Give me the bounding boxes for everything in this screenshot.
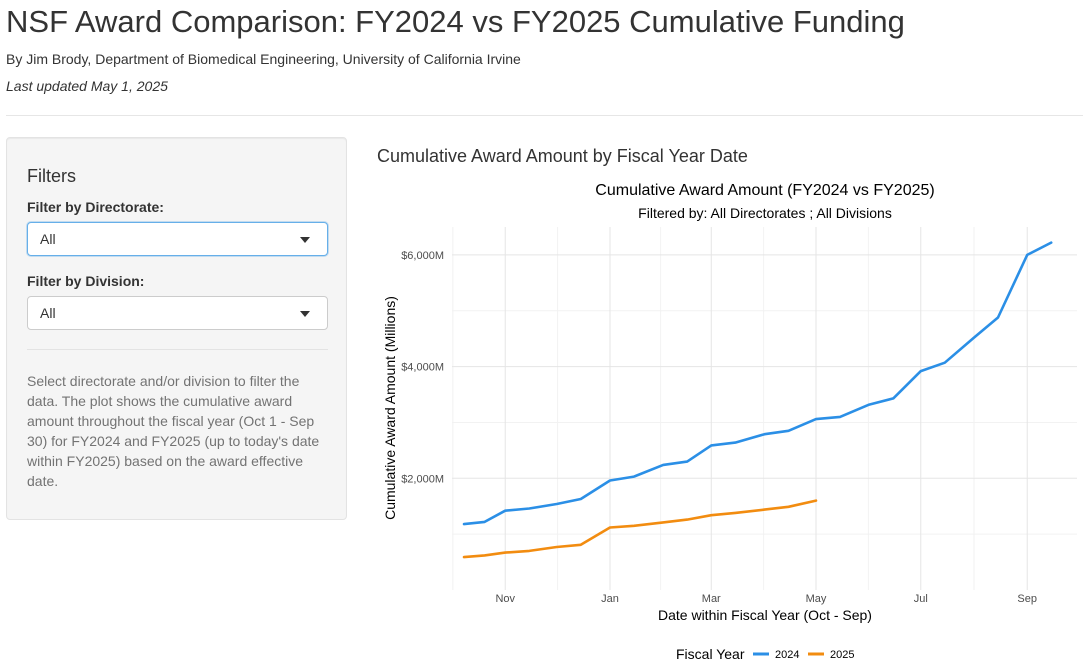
chart-series [462,241,1053,559]
legend-title: Fiscal Year [676,646,745,662]
y-tick-label: $6,000M [401,250,444,262]
x-tick-label: Jul [914,593,928,605]
chart-subtitle: Filtered by: All Directorates ; All Divi… [638,205,892,221]
series-line-2024 [462,241,1053,526]
chevron-down-icon [300,237,310,243]
x-tick-label: Nov [495,593,515,605]
cumulative-award-chart: $2,000M $4,000M $6,000M Nov Jan Mar May Jul Sep… [382,182,1077,662]
series-line-2025 [462,499,818,559]
author-byline: By Jim Brody, Department of Biomedical E… [6,51,521,67]
y-tick-label: $4,000M [401,362,444,374]
y-axis-ticks: $2,000M $4,000M $6,000M [401,250,444,485]
directorate-label: Filter by Directorate: [27,199,164,215]
filters-heading: Filters [27,166,76,186]
page-title: NSF Award Comparison: FY2024 vs FY2025 C… [6,4,905,39]
help-text: Select directorate and/or division to fi… [27,373,320,489]
x-axis-ticks: Nov Jan Mar May Jul Sep [495,593,1037,605]
directorate-select[interactable]: All [27,222,328,256]
division-label: Filter by Division: [27,273,145,289]
y-tick-label: $2,000M [401,473,444,485]
division-select[interactable]: All [27,296,328,330]
x-axis-title: Date within Fiscal Year (Oct - Sep) [658,607,872,623]
chevron-down-icon [300,311,310,317]
directorate-selected-value: All [40,231,56,247]
chart-grid [452,227,1077,590]
y-axis-title: Cumulative Award Amount (Millions) [382,296,398,520]
division-selected-value: All [40,305,56,321]
x-tick-label: Sep [1017,593,1037,605]
plot-section-heading: Cumulative Award Amount by Fiscal Year D… [377,146,748,166]
chart-title: Cumulative Award Amount (FY2024 vs FY202… [595,182,934,199]
x-tick-label: Jan [601,593,619,605]
x-tick-label: May [806,593,827,605]
chart-legend: Fiscal Year 2024 2025 [676,646,854,662]
header-divider [6,115,1083,116]
x-tick-label: Mar [702,593,721,605]
legend-label-2024: 2024 [775,649,799,661]
legend-label-2025: 2025 [830,649,854,661]
sidebar-divider [27,349,328,350]
filters-panel: Filters Filter by Directorate: All Filte… [6,137,347,520]
last-updated: Last updated May 1, 2025 [6,78,168,94]
